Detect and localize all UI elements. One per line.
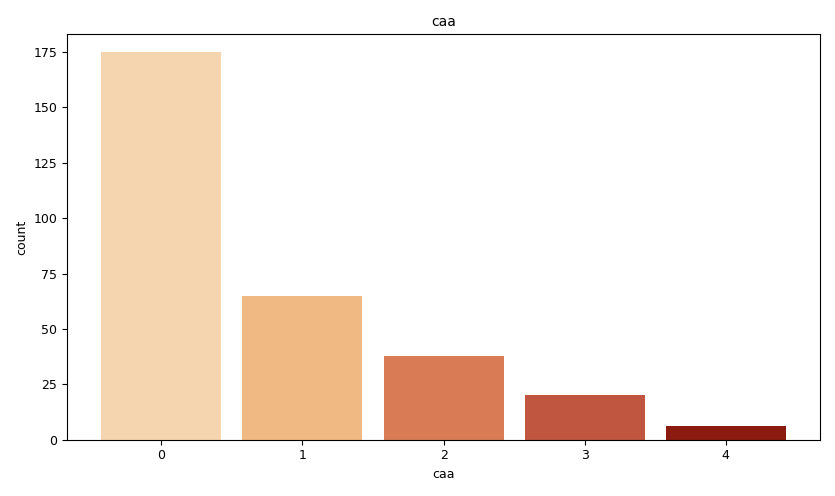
Bar (383, 356, 504, 440)
Bar (524, 395, 645, 440)
Bar (665, 427, 786, 440)
Bar (242, 296, 362, 440)
X-axis label: caa: caa (433, 468, 455, 481)
Y-axis label: count: count (15, 219, 28, 254)
Title: caa: caa (431, 15, 456, 29)
Bar (101, 52, 221, 440)
